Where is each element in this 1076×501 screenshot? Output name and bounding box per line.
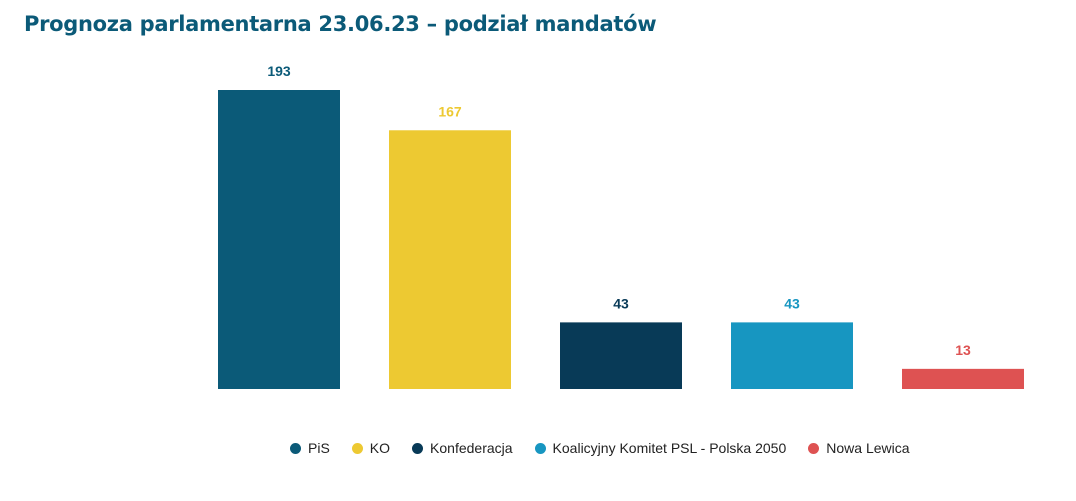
legend-marker-icon <box>808 442 820 454</box>
legend-marker-icon <box>290 442 301 454</box>
legend-label: Koalicyjny Komitet PSL - Polska 2050 <box>552 440 787 456</box>
legend-label: PiS <box>308 440 330 456</box>
legend: PiS KO Konfederacja Koalicyjny Komitet PSL … <box>290 440 910 456</box>
bar-2 <box>560 322 682 389</box>
legend-item[interactable]: Konfederacja <box>412 440 513 456</box>
legend-label: Nowa Lewica <box>826 440 910 456</box>
bar-1 <box>389 130 511 389</box>
legend-label: Konfederacja <box>430 440 513 456</box>
data-label-3: 43 <box>784 295 800 311</box>
legend-marker-icon <box>534 442 546 454</box>
legend-item[interactable]: PiS <box>290 440 330 456</box>
bar-chart: 193 167 43 43 13 <box>218 63 1024 389</box>
chart-title: Prognoza parlamentarna 23.06.23 – podzia… <box>24 12 657 36</box>
legend-label: KO <box>369 440 391 456</box>
legend-item[interactable]: Koalicyjny Komitet PSL - Polska 2050 <box>534 440 787 456</box>
bar-3 <box>731 322 853 389</box>
data-label-4: 13 <box>955 342 971 358</box>
legend-marker-icon <box>412 442 424 454</box>
data-label-0: 193 <box>267 63 291 79</box>
data-label-2: 43 <box>613 295 629 311</box>
legend-item[interactable]: Nowa Lewica <box>808 440 910 456</box>
bar-4 <box>902 368 1024 389</box>
legend-item[interactable]: KO <box>351 440 391 456</box>
bar-0 <box>218 90 340 389</box>
legend-marker-icon <box>351 442 363 454</box>
data-label-1: 167 <box>438 103 462 119</box>
